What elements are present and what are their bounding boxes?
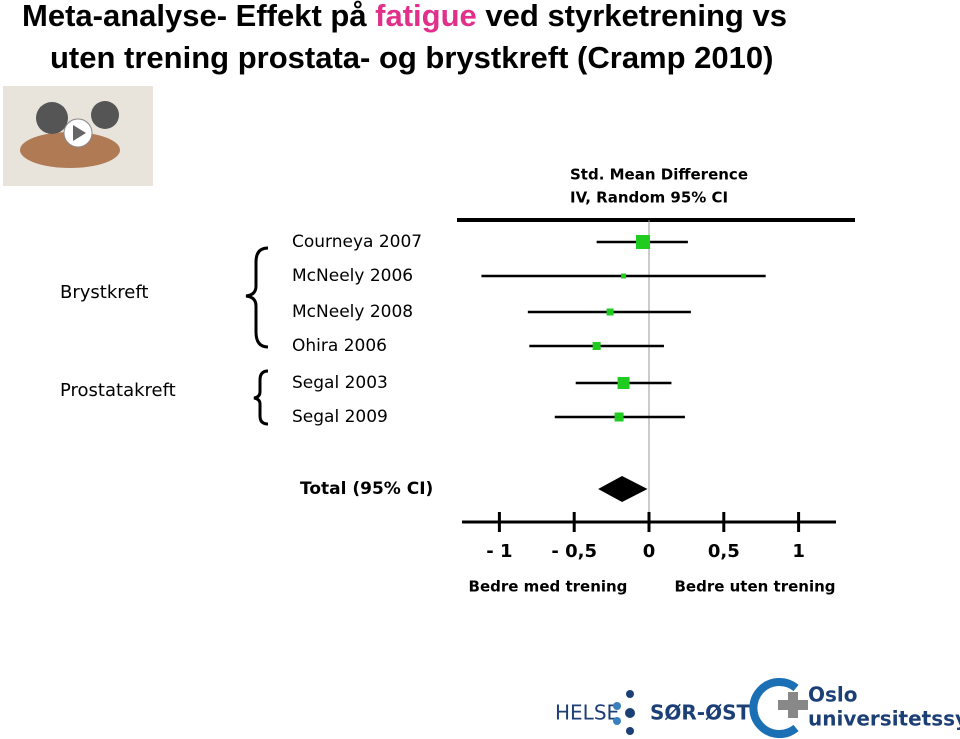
title-highlight: fatigue [375,0,477,33]
title-line: Meta-analyse- Effekt på fatigue ved styr… [22,0,787,33]
logo-dot [626,727,634,735]
study-label: Courneya 2007 [292,232,422,252]
title-part: Meta-analyse- Effekt på [22,0,375,33]
effect-square [621,273,627,279]
effect-square [617,377,630,389]
logo-cross [778,692,808,718]
total-label: Total (95% CI) [300,479,433,499]
helse-logo: HELSE SØR-ØST [555,690,751,735]
brace [245,246,269,349]
header: Std. Mean Difference [570,166,748,184]
x-tick-label: 0,5 [708,541,740,562]
study-label: McNeely 2008 [292,302,413,322]
x-tick-label: 1 [792,541,805,562]
logo-text: HELSE [555,701,619,725]
logo-text: SØR-ØST [650,701,751,725]
brace [253,369,269,426]
x-axis-label: Bedre med trening [469,578,628,596]
thumb-figure [20,132,120,168]
play-icon [73,125,86,141]
total-diamond [598,476,648,502]
study-label: McNeely 2006 [292,266,413,286]
title-line: uten trening prostata- og brystkreft (Cr… [50,40,773,75]
title-part: ved styrketrening vs [477,0,787,33]
x-tick-label: - 1 [486,541,512,562]
effect-square [636,235,651,249]
thumb-weight [91,101,119,129]
group-label: Brystkreft [60,282,148,303]
video-thumbnail [3,86,153,186]
study-label: Ohira 2006 [292,336,387,356]
logo-dot [613,717,621,725]
logo-dot [613,702,621,710]
thumb-weight [36,102,68,134]
ous-logo: Oslo universitetssykehus [749,678,960,738]
study-label: Segal 2003 [292,373,388,393]
x-tick-label: 0 [643,541,656,562]
x-axis-label: Bedre uten trening [674,578,835,596]
effect-square [592,342,601,350]
logo-dot [625,708,635,718]
effect-square [614,412,624,422]
logo-text: universitetssykehus [808,707,960,731]
x-tick-label: - 0,5 [551,541,597,562]
logo-text: Oslo [808,683,858,707]
effect-square [606,308,614,316]
logo-dot [626,690,634,698]
group-label: Prostatakreft [60,380,176,401]
header: IV, Random 95% CI [570,189,728,207]
study-label: Segal 2009 [292,407,388,427]
logo-arc [749,678,799,738]
